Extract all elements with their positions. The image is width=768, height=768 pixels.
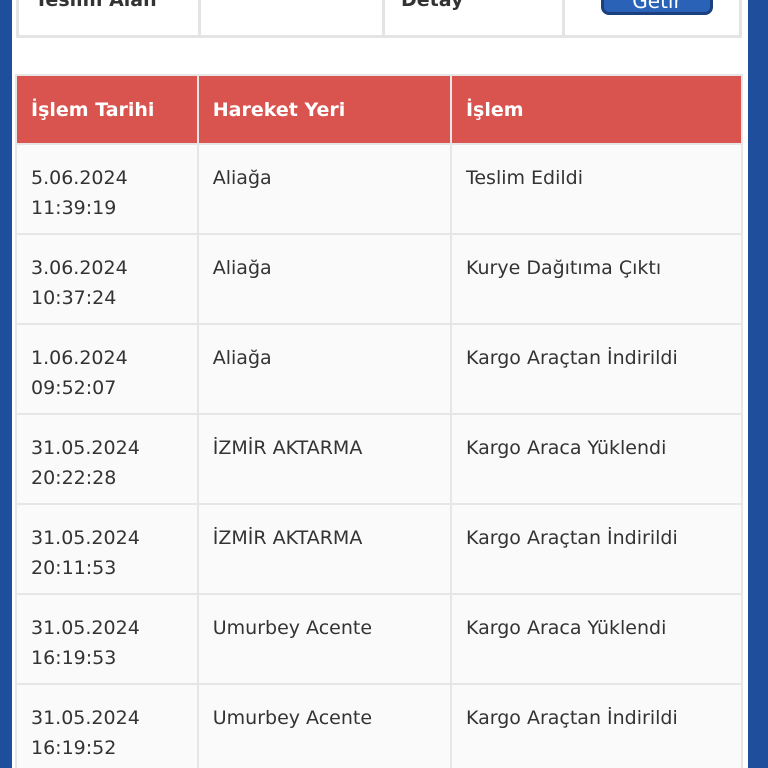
date-cell: 1.06.2024 09:52:07 (15, 323, 199, 415)
action-cell: Teslim Edildi (449, 143, 744, 235)
date-cell: 3.06.2024 10:37:24 (15, 233, 199, 325)
date: 31.05.2024 (31, 707, 140, 729)
page: Teslim Alan Detay Getir İşlem Tarihi Hare… (12, 0, 748, 768)
time: 20:11:53 (31, 557, 117, 579)
time: 10:37:24 (31, 287, 117, 309)
time: 20:22:28 (31, 467, 117, 489)
place-cell: Aliağa (196, 143, 452, 235)
row: 31.05.2024 20:22:28 İZMİR AKTARMA Kargo Ara… (15, 413, 744, 505)
column-header: İşlem (449, 74, 744, 145)
label: Detay (385, 0, 565, 35)
date-cell: 31.05.2024 16:19:53 (15, 593, 199, 685)
date: 31.05.2024 (31, 527, 140, 549)
action-cell: Kargo Araca Yüklendi (449, 593, 744, 685)
label: Teslim Alan (19, 0, 201, 35)
action-cell: Kargo Araca Yüklendi (449, 413, 744, 505)
date: 5.06.2024 (31, 167, 128, 189)
place-cell: Aliağa (196, 233, 452, 325)
row: 5.06.2024 11:39:19 Aliağa Teslim Edildi (15, 143, 744, 235)
row: 1.06.2024 09:52:07 Aliağa Kargo Araçtan İnd… (15, 323, 744, 415)
action-cell: Kargo Araçtan İndirildi (449, 323, 744, 415)
cell (201, 0, 385, 35)
date: 1.06.2024 (31, 347, 128, 369)
info-table: Teslim Alan Detay Getir (16, 0, 742, 38)
column-header: Hareket Yeri (196, 74, 452, 145)
row: 31.05.2024 16:19:52 Umurbey Acente Kargo Ar… (15, 683, 744, 768)
row: 31.05.2024 16:19:53 Umurbey Acente Kargo Ar… (15, 593, 744, 685)
date: 3.06.2024 (31, 257, 128, 279)
date: 31.05.2024 (31, 437, 140, 459)
action-cell: Kurye Dağıtıma Çıktı (449, 233, 744, 325)
time: 09:52:07 (31, 377, 117, 399)
column-header: İşlem Tarihi (15, 74, 199, 145)
row: 3.06.2024 10:37:24 Aliağa Kurye Dağıtıma Çı… (15, 233, 744, 325)
time: 16:19:52 (31, 737, 117, 759)
place-cell: Umurbey Acente (196, 593, 452, 685)
get-button[interactable]: Getir (601, 0, 713, 15)
action-cell: Kargo Araçtan İndirildi (449, 503, 744, 595)
place-cell: İZMİR AKTARMA (196, 413, 452, 505)
action-cell: Kargo Araçtan İndirildi (449, 683, 744, 768)
place-cell: Aliağa (196, 323, 452, 415)
date-cell: 31.05.2024 20:22:28 (15, 413, 199, 505)
row: 31.05.2024 20:11:53 İZMİR AKTARMA Kargo Ara… (15, 503, 744, 595)
place-cell: İZMİR AKTARMA (196, 503, 452, 595)
header-row: İşlem Tarihi Hareket Yeri İşlem (15, 74, 744, 145)
date-cell: 31.05.2024 20:11:53 (15, 503, 199, 595)
tracking-table: İşlem Tarihi Hareket Yeri İşlem 5.06.2024 1… (15, 74, 744, 768)
time: 11:39:19 (31, 197, 117, 219)
date-cell: 5.06.2024 11:39:19 (15, 143, 199, 235)
time: 16:19:53 (31, 647, 117, 669)
date-cell: 31.05.2024 16:19:52 (15, 683, 199, 768)
place-cell: Umurbey Acente (196, 683, 452, 768)
date: 31.05.2024 (31, 617, 140, 639)
